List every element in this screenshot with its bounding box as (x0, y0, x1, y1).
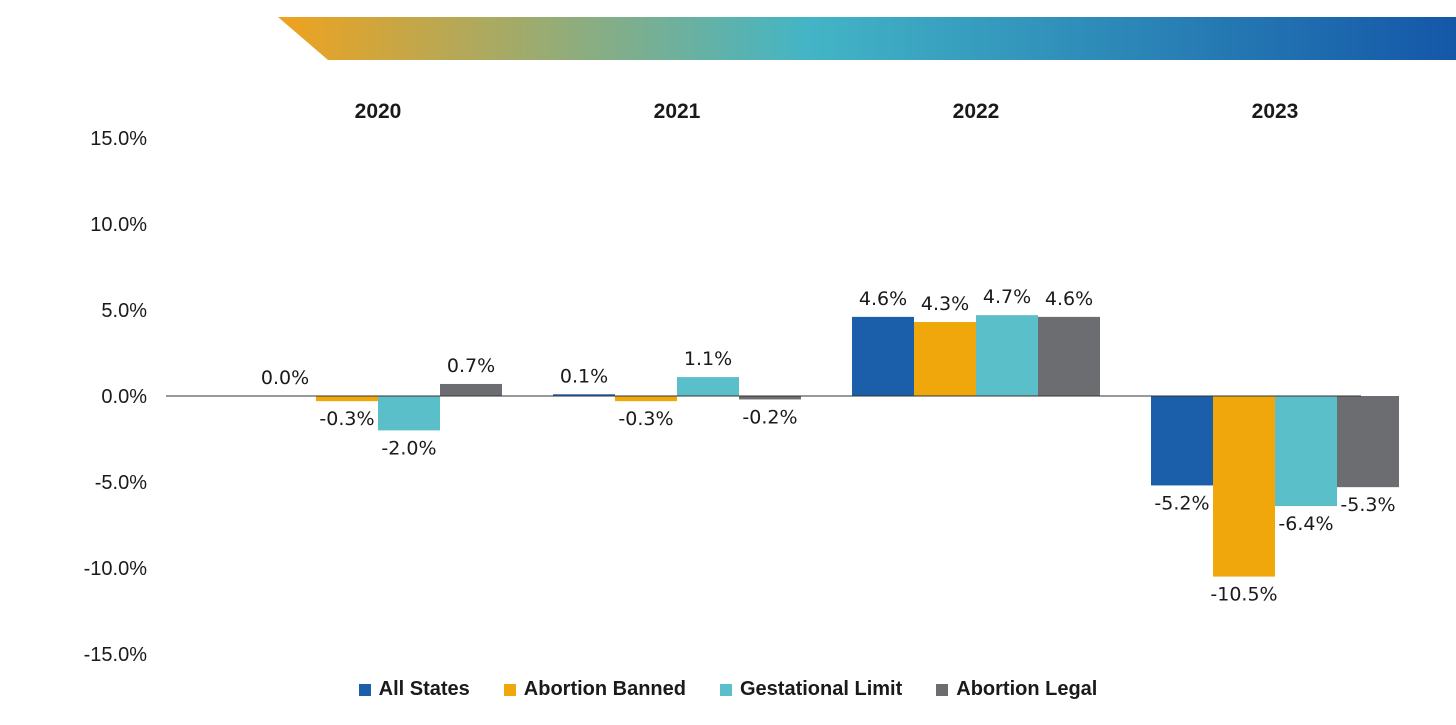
data-label: 0.1% (560, 365, 608, 387)
category-label: 2021 (654, 100, 701, 123)
bar-gestational-limit (976, 315, 1038, 396)
banner-shape (278, 17, 1456, 60)
data-labels: 0.0% -0.3% -2.0% 0.7% 0.1% -0.3% 1.1% -0.2% 4.6%… (261, 286, 1396, 605)
y-tick-label: 10.0% (90, 214, 147, 236)
legend-label: Abortion Banned (523, 678, 686, 700)
legend-item: Gestational Limit (720, 678, 902, 701)
data-label: 0.0% (261, 367, 309, 389)
y-tick-label: -15.0% (84, 644, 148, 666)
y-tick-label: -5.0% (95, 472, 147, 494)
y-tick-label: -10.0% (84, 558, 148, 580)
data-label: -0.2% (742, 406, 797, 428)
legend-swatch (936, 683, 949, 696)
y-tick-label: 5.0% (101, 300, 147, 322)
bar-gestational-limit (378, 396, 440, 431)
data-label: -5.3% (1340, 494, 1395, 516)
category-label: 2020 (355, 100, 402, 123)
legend-item: Abortion Banned (503, 678, 686, 701)
header-gradient-banner (278, 17, 1456, 60)
bar-abortion-banned (615, 396, 677, 402)
data-label: -5.2% (1154, 492, 1209, 514)
data-label: -10.5% (1210, 584, 1277, 606)
bar-gestational-limit (677, 377, 739, 396)
legend: All States Abortion Banned Gestational Lim… (0, 678, 1456, 701)
bar-all-states (852, 316, 914, 396)
bar-abortion-banned (914, 322, 976, 396)
legend-swatch (720, 683, 732, 696)
bar-all-states (553, 394, 615, 397)
data-label: -2.0% (381, 437, 436, 459)
data-label: -0.3% (319, 408, 374, 430)
bars (316, 315, 1399, 577)
data-label: 4.6% (859, 288, 907, 310)
legend-label: Gestational Limit (740, 678, 903, 700)
bar-abortion-legal (440, 383, 502, 396)
data-label: 4.7% (983, 286, 1031, 308)
category-labels: 2020 2021 2022 2023 (355, 100, 1299, 123)
data-label: -0.3% (618, 408, 673, 430)
legend-label: Abortion Legal (956, 678, 1098, 700)
data-label: 1.1% (684, 348, 732, 370)
bar-gestational-limit (1275, 396, 1337, 507)
legend-item: Abortion Legal (936, 678, 1097, 701)
y-tick-label: 0.0% (101, 386, 147, 408)
category-label: 2022 (953, 100, 1000, 123)
y-tick-label: 15.0% (90, 128, 147, 150)
bar-abortion-legal (1337, 396, 1399, 488)
y-axis: 15.0% 10.0% 5.0% 0.0% -5.0% -10.0% -15.0% (84, 128, 148, 666)
bar-abortion-legal (1038, 316, 1100, 396)
legend-label: All States (378, 678, 470, 700)
data-label: 4.3% (921, 293, 969, 315)
data-label: 0.7% (447, 355, 495, 377)
data-label: 4.6% (1045, 288, 1093, 310)
bar-abortion-legal (739, 396, 801, 400)
category-label: 2023 (1252, 100, 1299, 123)
bar-all-states (1151, 396, 1213, 486)
legend-item: All States (358, 678, 470, 701)
legend-swatch (358, 683, 371, 696)
bar-abortion-banned (316, 396, 378, 402)
bar-abortion-banned (1213, 396, 1275, 577)
legend-swatch (503, 683, 516, 696)
data-label: -6.4% (1278, 513, 1333, 535)
